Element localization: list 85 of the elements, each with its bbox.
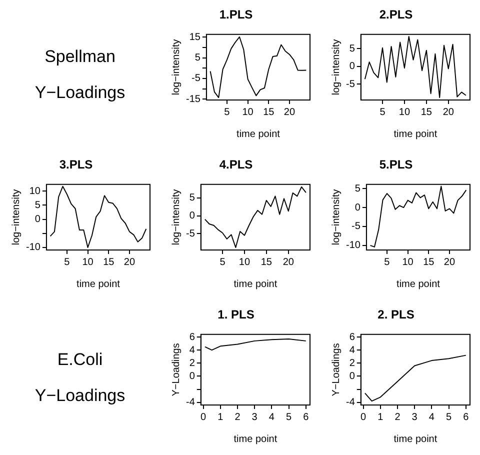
x-tick-label: 4: [268, 412, 275, 423]
y-tick-label: -10: [26, 242, 41, 254]
y-tick-label: 6: [349, 332, 356, 343]
x-axis-title: time point: [394, 434, 438, 445]
x-tick-label: 20: [124, 256, 136, 268]
x-tick-label: 2: [394, 412, 401, 423]
x-tick-label: 5: [380, 106, 386, 118]
x-tick-label: 20: [282, 256, 294, 268]
y-axis-title: log−intensity: [330, 189, 342, 246]
text: Spellman: [44, 47, 116, 67]
x-tick-label: 10: [402, 256, 414, 268]
y-tick-label: 2: [189, 358, 196, 369]
y-tick-label: 0: [189, 370, 196, 382]
y-axis-title: log−intensity: [170, 189, 182, 246]
y-axis-title: log−intensity: [170, 39, 182, 96]
x-tick-label: 5: [286, 412, 292, 423]
x-tick-label: 15: [260, 256, 272, 268]
y-tick-label: 5: [34, 200, 41, 211]
x-tick-label: 5: [64, 256, 70, 268]
x-axis-title: time point: [76, 278, 120, 290]
chart-title: 4.PLS: [219, 158, 253, 172]
x-tick-label: 15: [263, 106, 275, 118]
text: E.Coli: [57, 350, 103, 370]
y-tick-label: -10: [346, 240, 361, 252]
x-axis-title: time point: [234, 434, 278, 445]
text: Y−Loadings: [34, 83, 126, 103]
x-tick-label: 15: [420, 106, 432, 118]
x-tick-label: 10: [242, 106, 254, 118]
x-tick-label: 5: [384, 256, 390, 268]
y-axis-title: log−intensity: [10, 189, 22, 246]
y-tick-label: 0: [349, 61, 356, 72]
y-tick-label: 4: [189, 344, 196, 356]
x-tick-label: 10: [238, 256, 250, 268]
x-tick-label: 10: [398, 106, 410, 118]
x-tick-label: 5: [446, 412, 452, 423]
x-tick-label: 20: [442, 106, 454, 118]
y-tick-label: 4: [349, 344, 356, 356]
y-tick-label: 0: [349, 370, 356, 382]
y-tick-label: 0: [34, 214, 41, 226]
x-tick-label: 4: [428, 412, 435, 423]
x-tick-label: 15: [423, 256, 435, 268]
chart-title: 2.PLS: [379, 8, 413, 22]
text: Y−Loadings: [34, 386, 126, 406]
x-tick-label: 5: [220, 256, 226, 268]
y-tick-label: 2: [349, 358, 356, 369]
x-tick-label: 20: [284, 106, 296, 118]
y-tick-label: 15: [189, 32, 201, 43]
y-axis-title: log−intensity: [330, 39, 342, 96]
x-axis-title: time point: [394, 128, 438, 140]
x-axis-title: time point: [234, 278, 278, 290]
y-tick-label: -5: [186, 228, 196, 240]
x-tick-label: 5: [224, 106, 230, 118]
y-tick-label: 0: [189, 210, 196, 222]
x-tick-label: 3: [412, 412, 418, 423]
x-tick-label: 6: [463, 412, 470, 423]
y-tick-label: 5: [194, 52, 201, 64]
chart-title: 1.PLS: [219, 8, 253, 22]
y-tick-label: -5: [346, 78, 356, 90]
chart-title: 3.PLS: [59, 158, 93, 172]
y-tick-label: 5: [354, 183, 361, 194]
y-tick-label: 10: [29, 186, 41, 197]
y-tick-label: 0: [354, 202, 361, 214]
x-tick-label: 6: [303, 412, 310, 423]
x-axis-title: time point: [236, 128, 280, 140]
y-tick-label: 5: [349, 43, 356, 54]
x-tick-label: 10: [82, 256, 94, 268]
x-tick-label: 20: [444, 256, 456, 268]
y-tick-label: -15: [186, 94, 201, 105]
y-tick-label: -4: [186, 397, 196, 408]
x-axis-title: time point: [396, 278, 440, 290]
y-axis-title: Y−Loadings: [170, 343, 182, 396]
chart-title: 1. PLS: [218, 308, 254, 322]
x-tick-label: 2: [234, 412, 241, 423]
chart-title: 5.PLS: [379, 158, 413, 172]
x-tick-label: 1: [378, 412, 384, 423]
x-tick-label: 3: [252, 412, 258, 423]
x-tick-label: 1: [218, 412, 224, 423]
y-axis-title: Y−Loadings: [330, 343, 342, 396]
y-tick-label: -4: [346, 397, 356, 408]
x-tick-label: 15: [103, 256, 115, 268]
y-tick-label: -5: [352, 221, 361, 232]
y-tick-label: 5: [189, 192, 196, 204]
y-tick-label: -5: [192, 73, 201, 84]
chart-title: 2. PLS: [378, 308, 414, 322]
y-tick-label: 6: [189, 332, 196, 343]
